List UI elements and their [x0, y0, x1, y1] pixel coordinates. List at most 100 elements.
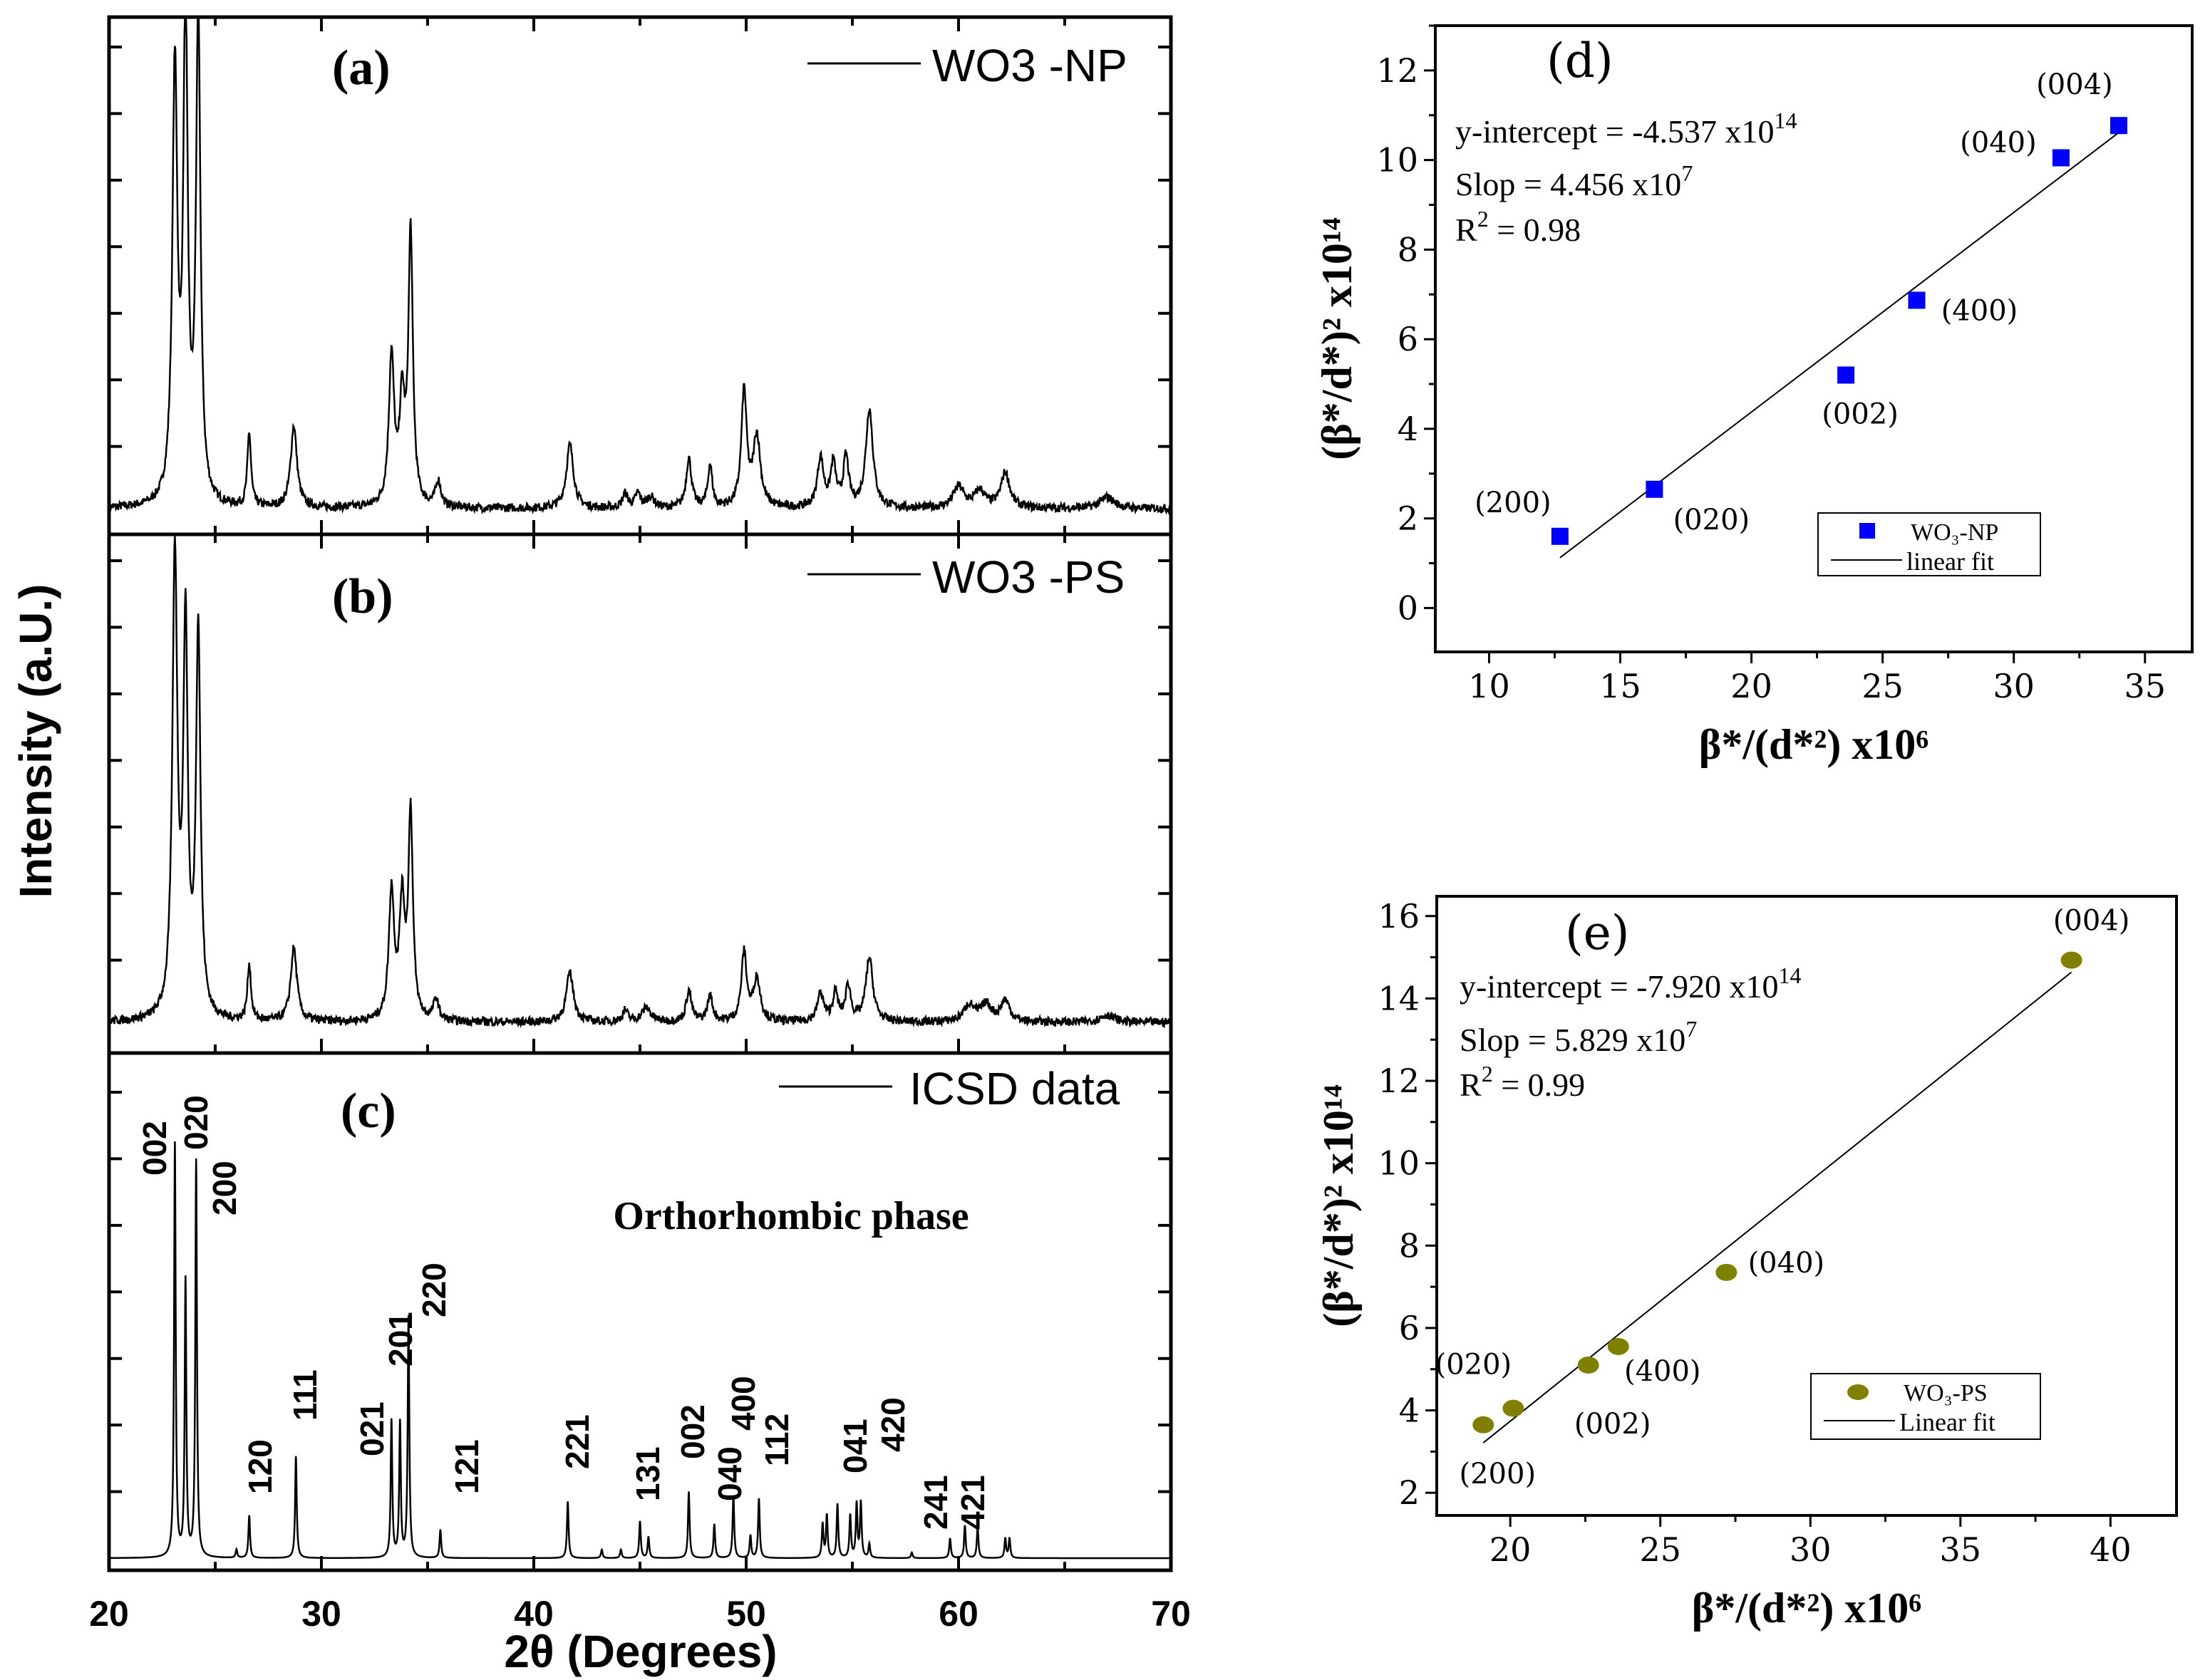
- point-label: (400): [1624, 1355, 1701, 1388]
- data-point: [1607, 1337, 1629, 1355]
- plot-frame: [1435, 895, 2178, 1517]
- williamson-hall-plot-e: 20 25 30 35 40 2 4 6 8 10 12 14 16 β*/(d*²) x10⁶ (β*/d…: [1315, 895, 2178, 1632]
- x-tick-label: 25: [1639, 1530, 1681, 1569]
- hkl-label: 121: [448, 1439, 485, 1494]
- x-tick-label: 15: [1599, 667, 1641, 705]
- hkl-label: 112: [758, 1414, 795, 1466]
- y-tick-label: 6: [1398, 320, 1418, 358]
- hkl-label: 020: [177, 1095, 215, 1150]
- point-label: (040): [1748, 1247, 1825, 1280]
- y-tick-label: 8: [1398, 230, 1418, 269]
- legend-text-b: WO3 -PS: [932, 551, 1125, 603]
- xrd-pattern-a: [108, 17, 1172, 516]
- superscript: 7: [1681, 160, 1693, 186]
- data-point: [1908, 291, 1926, 309]
- data-point: [1502, 1399, 1524, 1417]
- hkl-label: 131: [629, 1446, 666, 1501]
- y-intercept-annotation: y-intercept = -7.920 x1014: [1460, 963, 1802, 1005]
- hkl-label: 201: [382, 1312, 419, 1367]
- point-label: (002): [1574, 1408, 1651, 1441]
- slope-annotation: Slop = 4.456 x107: [1455, 160, 1693, 202]
- y-tick-label: 10: [1376, 141, 1418, 180]
- point-label: (400): [1941, 294, 2018, 327]
- hkl-label: 421: [954, 1475, 991, 1530]
- superscript: 14: [1775, 108, 1797, 133]
- superscript: 2: [1477, 206, 1489, 232]
- point-label: (002): [1822, 398, 1899, 430]
- x-tick-label: 35: [2124, 667, 2166, 705]
- r-squared-annotation: R2 = 0.99: [1460, 1061, 1585, 1103]
- r-squared-value: = 0.98: [1489, 212, 1581, 248]
- hkl-label: 120: [242, 1439, 279, 1494]
- y-tick-label: 2: [1399, 1473, 1420, 1512]
- point-label: (020): [1435, 1349, 1512, 1381]
- legend-label: WO₃-NP: [1911, 519, 1998, 546]
- data-point: [1837, 366, 1855, 384]
- x-tick-label: 30: [1790, 1530, 1832, 1569]
- hkl-label: 241: [917, 1475, 954, 1530]
- y-tick-label: 0: [1398, 588, 1418, 627]
- hkl-label: 420: [874, 1397, 912, 1452]
- superscript: 7: [1685, 1016, 1697, 1042]
- superscript: 14: [1779, 963, 1802, 988]
- legend-box: [1817, 512, 2041, 576]
- phase-annotation: Orthorhombic phase: [613, 1194, 969, 1238]
- legend-box: [1810, 1373, 2041, 1440]
- panel-label-c: (c): [341, 1084, 396, 1139]
- hkl-label: 200: [206, 1161, 243, 1215]
- data-point: [1646, 480, 1663, 498]
- y-tick-label: 4: [1398, 410, 1418, 448]
- y-axis-title: Intensity (a.U.): [10, 584, 61, 898]
- data-point: [2110, 117, 2127, 135]
- x-tick-label: 60: [939, 1594, 979, 1634]
- hkl-label: 111: [286, 1369, 324, 1421]
- hkl-label: 002: [674, 1404, 711, 1459]
- panel-label: (d): [1547, 33, 1613, 88]
- legend-label: WO₃-PS: [1904, 1380, 1988, 1406]
- y-tick-label: 12: [1378, 1062, 1420, 1100]
- y-tick-label: 8: [1399, 1226, 1420, 1265]
- legend-text-a: WO3 -NP: [932, 40, 1127, 91]
- legend-marker: [1847, 1384, 1869, 1400]
- panel-label-a: (a): [332, 41, 391, 95]
- panel-label: (e): [1565, 906, 1630, 960]
- y-tick-label: 12: [1376, 51, 1418, 90]
- x-tick-label: 25: [1862, 667, 1904, 705]
- x-axis-title: 2θ (Degrees): [504, 1626, 777, 1677]
- data-point: [1551, 527, 1569, 545]
- x-tick-label: 50: [726, 1594, 766, 1634]
- y-tick-label: 14: [1378, 979, 1420, 1017]
- y-intercept-annotation: y-intercept = -4.537 x1014: [1455, 108, 1797, 150]
- data-point: [2060, 951, 2082, 969]
- data-point: [1472, 1416, 1494, 1433]
- point-label: (040): [1960, 126, 2037, 159]
- x-axis-title: β*/(d*²) x10⁶: [1692, 1585, 1922, 1632]
- x-tick-label: 20: [89, 1594, 129, 1634]
- superscript: 2: [1482, 1061, 1493, 1087]
- x-tick-label: 30: [1993, 667, 2035, 705]
- y-axis-title: (β*/d*)² x10¹⁴: [1315, 1084, 1362, 1327]
- hkl-label: 041: [837, 1419, 874, 1473]
- legend-marker: [1859, 523, 1875, 539]
- point-label: (004): [2053, 905, 2130, 938]
- r-squared-annotation: R2 = 0.98: [1455, 206, 1581, 248]
- hkl-label: 040: [711, 1446, 748, 1501]
- williamson-hall-plot-d: 10 15 20 25 30 35 0 2 4 6 8 10 12 β*/(d*²) x10⁶ (β*/d*…: [1313, 24, 2194, 768]
- point-label: (200): [1475, 487, 1551, 519]
- x-tick-label: 40: [514, 1594, 554, 1634]
- y-tick-label: 16: [1378, 897, 1420, 935]
- data-point: [2052, 149, 2070, 167]
- hkl-label: 220: [415, 1262, 453, 1317]
- x-axis-title: β*/(d*²) x10⁶: [1699, 721, 1929, 768]
- y-axis-title: (β*/d*)² x10¹⁴: [1313, 217, 1360, 460]
- xrd-pattern-c: [109, 1141, 1171, 1560]
- panel-label-b: (b): [332, 569, 393, 624]
- point-label: (020): [1673, 504, 1750, 536]
- x-tick-label: 35: [1940, 1530, 1982, 1569]
- y-tick-label: 4: [1399, 1391, 1420, 1430]
- legend-label: linear fit: [1906, 547, 1994, 576]
- hkl-label: 221: [559, 1414, 596, 1469]
- y-tick-label: 10: [1378, 1144, 1420, 1183]
